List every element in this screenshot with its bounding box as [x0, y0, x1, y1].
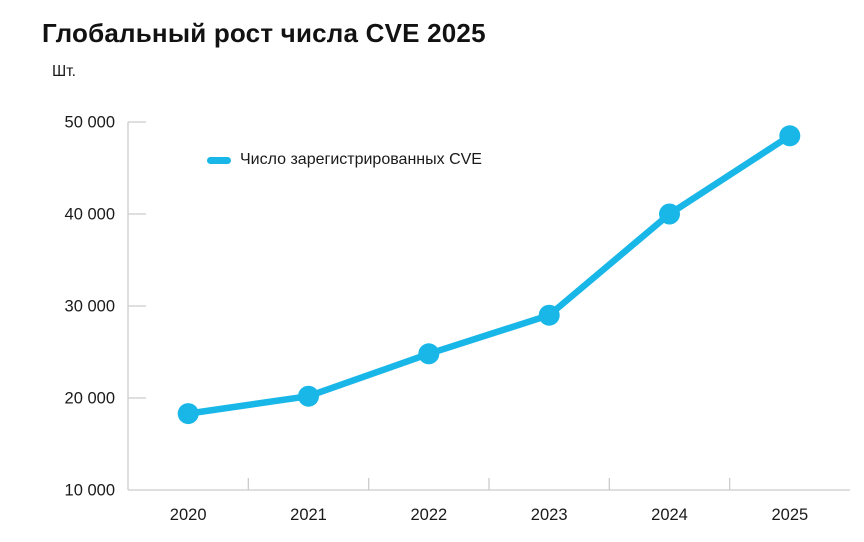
x-tick-label-2025: 2025 — [771, 506, 808, 524]
x-tick-label-2020: 2020 — [170, 506, 207, 524]
data-point-2023 — [538, 304, 560, 326]
y-tick-label: 30 000 — [65, 298, 115, 316]
x-tick-label-2022: 2022 — [410, 506, 447, 524]
x-tick-label-2021: 2021 — [290, 506, 327, 524]
x-tick-label-2024: 2024 — [651, 506, 688, 524]
y-tick-label: 40 000 — [65, 206, 115, 224]
series-line — [184, 132, 794, 417]
x-tick-label-2023: 2023 — [531, 506, 568, 524]
legend-line-marker-icon — [207, 156, 231, 164]
y-tick-label: 20 000 — [65, 390, 115, 408]
y-tick-label: 10 000 — [65, 482, 115, 500]
y-axis-unit-label: Шт. — [52, 63, 76, 80]
data-point-2024 — [659, 203, 680, 225]
data-point-2021 — [298, 385, 319, 407]
legend: Число зарегистрированных CVE — [207, 151, 482, 169]
legend-label: Число зарегистрированных CVE — [240, 151, 482, 168]
data-point-2020 — [177, 403, 199, 425]
data-point-2025 — [779, 125, 801, 147]
data-point-2022 — [418, 343, 440, 365]
chart-title: Глобальный рост числа CVE 2025 — [42, 18, 486, 48]
y-tick-label: 50 000 — [65, 114, 115, 132]
